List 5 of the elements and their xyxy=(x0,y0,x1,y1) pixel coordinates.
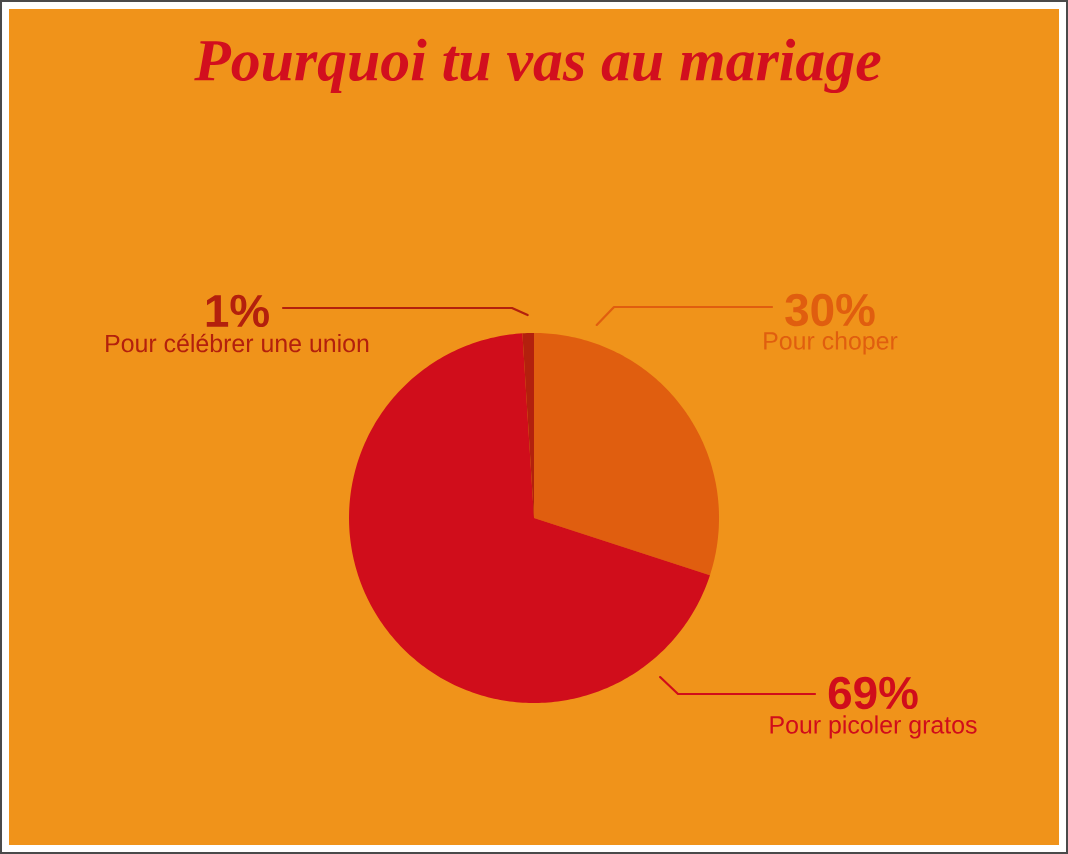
slice-label: Pour picoler gratos xyxy=(770,715,977,739)
slice-label: Pour célébrer une union xyxy=(106,333,369,353)
data-label: 1% xyxy=(206,294,269,328)
chart-title: Pourquoi tu vas au mariage xyxy=(194,38,881,94)
data-label: 69% xyxy=(828,676,918,710)
